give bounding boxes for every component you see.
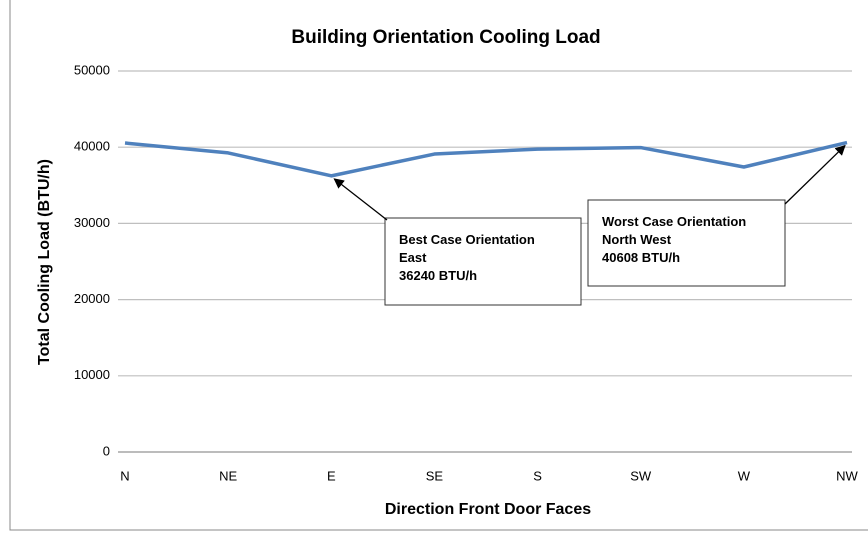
x-axis-title: Direction Front Door Faces [385, 501, 591, 518]
data-line [124, 140, 848, 178]
x-tick-label: S [533, 468, 542, 483]
annotation-text: 40608 BTU/h [602, 250, 680, 265]
x-tick-label: N [120, 468, 129, 483]
annotation-text: North West [602, 232, 672, 247]
annotation-box [587, 199, 786, 287]
x-tick-label: SE [426, 468, 444, 483]
y-axis-title: Total Cooling Load (BTU/h) [36, 159, 53, 365]
x-tick-label: W [738, 468, 751, 483]
y-tick-label: 50000 [74, 62, 110, 77]
chart-frame [9, 0, 868, 531]
x-tick-label: NW [836, 468, 858, 483]
x-tick-label: NE [219, 468, 237, 483]
y-tick-label: 0 [103, 443, 110, 458]
annotation-text: Best Case Orientation [399, 232, 535, 247]
chart-title: Building Orientation Cooling Load [291, 27, 600, 48]
y-tick-label: 40000 [74, 139, 110, 154]
x-tick-label: E [327, 468, 336, 483]
annotation-box [384, 217, 582, 306]
annotation-text: East [399, 250, 427, 265]
y-tick-label: 20000 [74, 291, 110, 306]
x-tick-label: SW [630, 468, 652, 483]
annotation-text: 36240 BTU/h [399, 268, 477, 283]
y-tick-label: 30000 [74, 215, 110, 230]
annotation-arrow [333, 178, 388, 221]
annotation-text: Worst Case Orientation [602, 214, 746, 229]
y-tick-label: 10000 [74, 367, 110, 382]
annotation-arrow [784, 144, 846, 205]
